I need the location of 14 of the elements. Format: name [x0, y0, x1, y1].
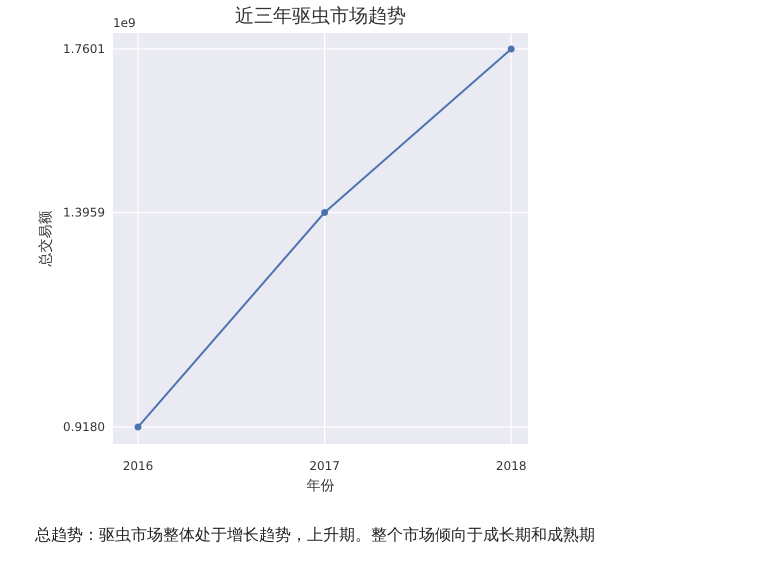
y-tick-label: 1.3959: [63, 205, 105, 220]
point: [321, 208, 328, 216]
x-tick-label: 2017: [309, 459, 340, 473]
x-tick-label: 2016: [122, 459, 154, 473]
x-tick-label: 2018: [496, 459, 526, 473]
chart-title: 近三年驱虫市场趋势: [235, 5, 406, 27]
y-tick-label: 0.9180: [63, 420, 105, 434]
y-axis-title: 总交易额: [38, 210, 54, 268]
point: [508, 45, 515, 52]
point: [134, 423, 142, 430]
text: 总趋势：驱虫市场整体处于增长趋势，上升期。整个市场倾向于成长期和成熟期: [34, 525, 595, 544]
text: 1e9: [113, 16, 136, 30]
y-tick-label: 1.7601: [63, 42, 105, 56]
x-axis-title: 年份: [306, 478, 334, 494]
